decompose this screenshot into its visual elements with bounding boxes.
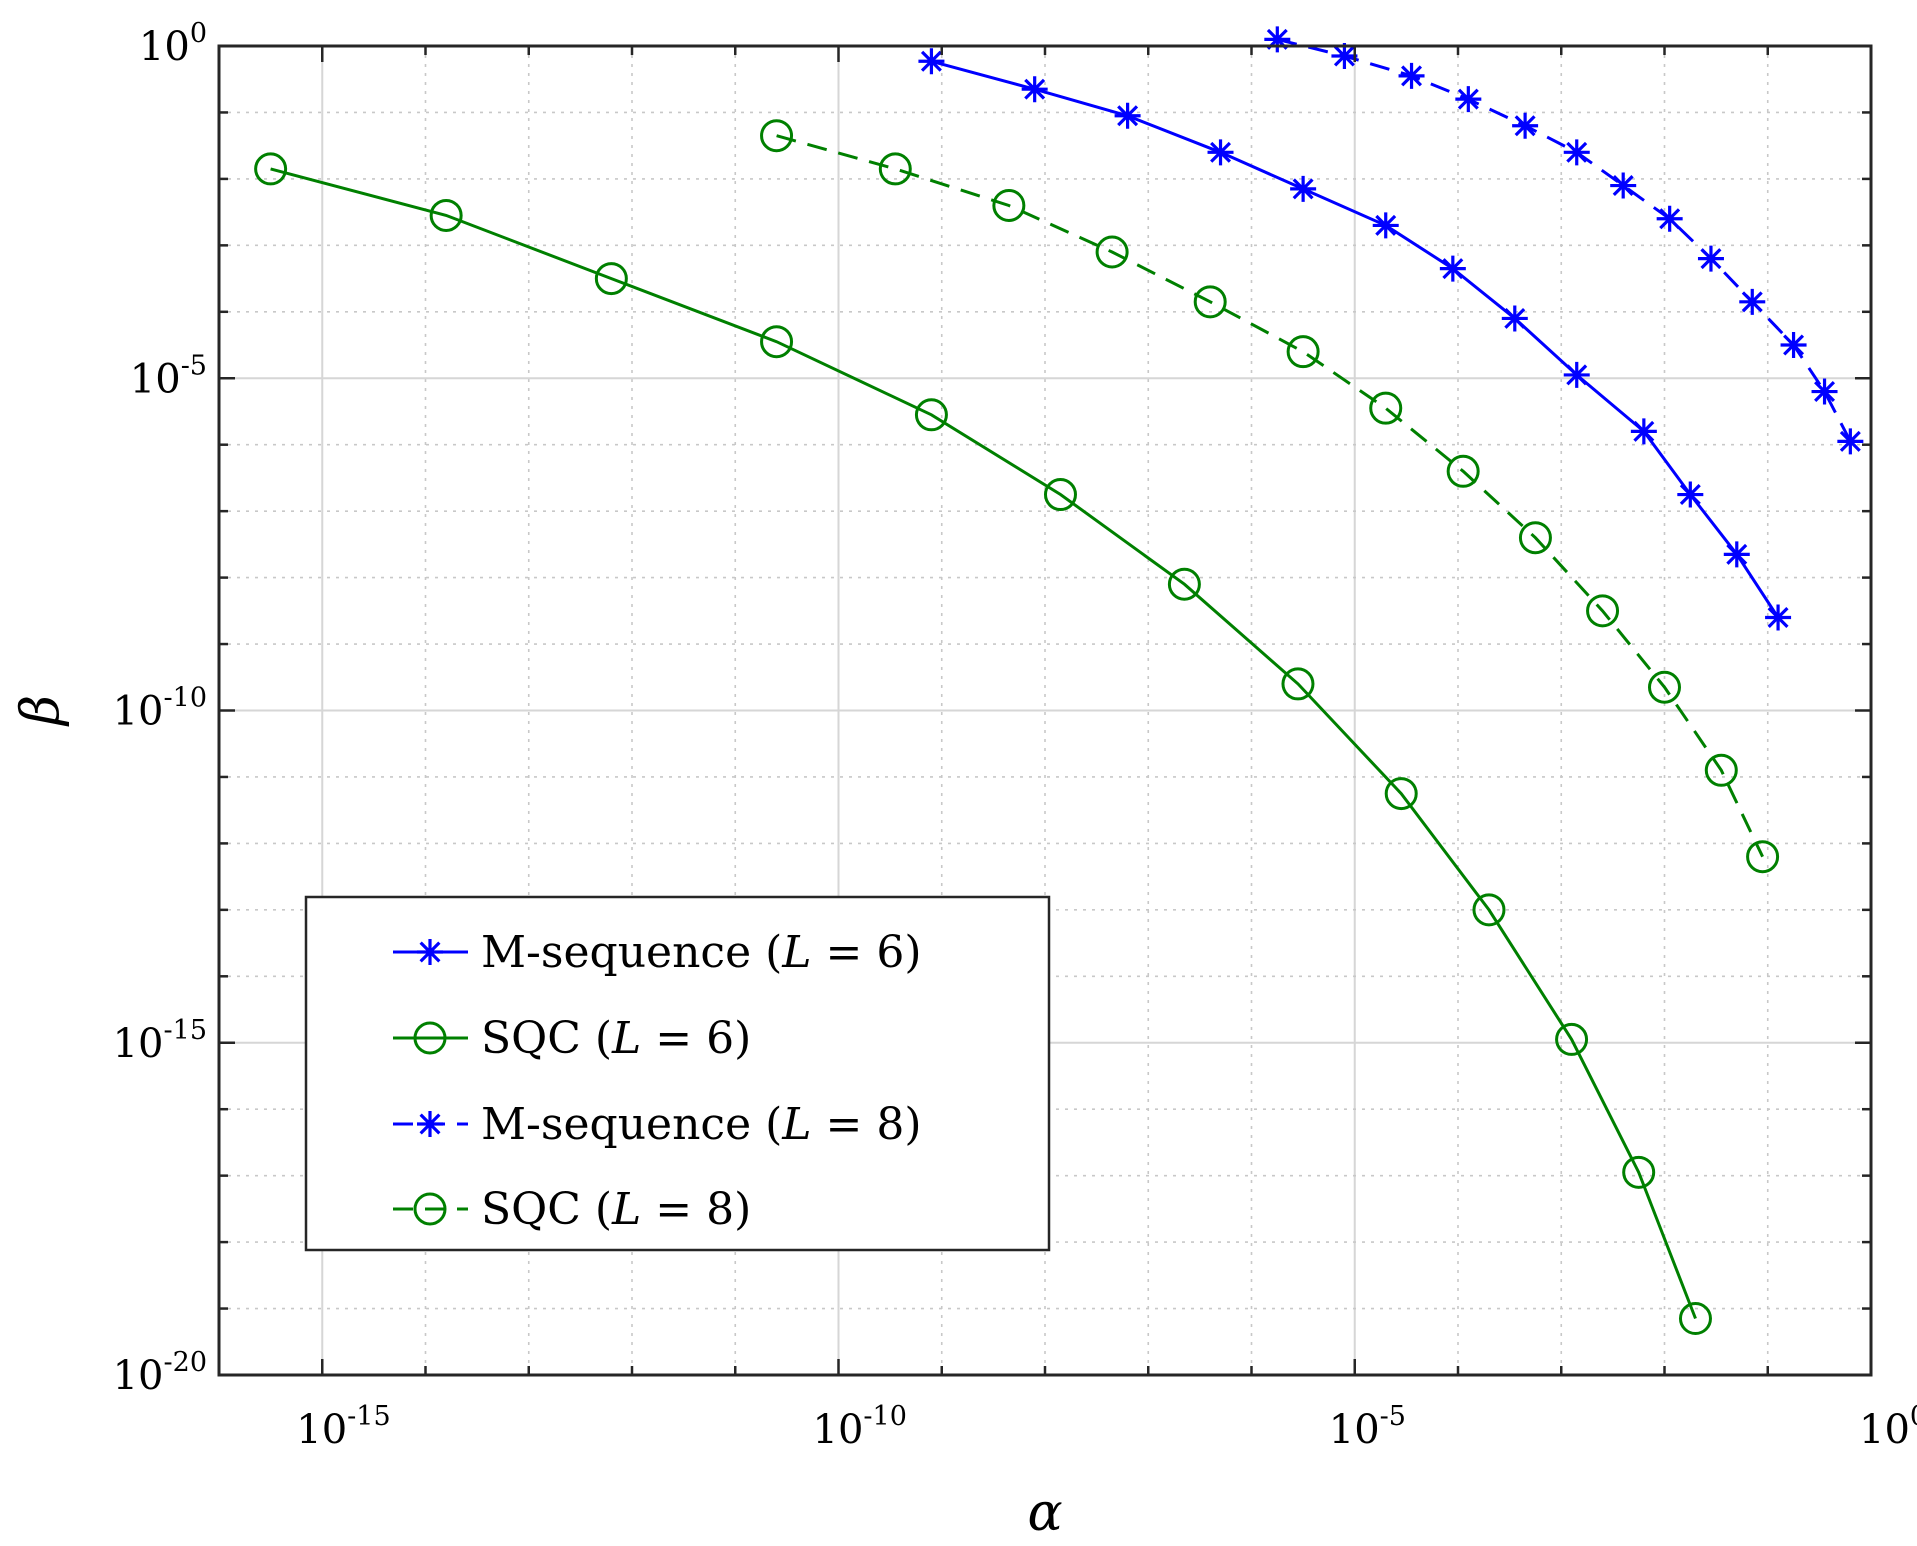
data-point	[1439, 255, 1466, 282]
data-point	[1723, 541, 1750, 568]
data-point	[1563, 139, 1590, 166]
data-point	[1021, 76, 1048, 103]
data-point	[1193, 285, 1227, 319]
data-point	[918, 48, 945, 75]
y-tick-label: 10-15	[113, 1015, 207, 1067]
data-point	[914, 398, 948, 432]
data-point	[760, 119, 794, 153]
tick-labels: 10-15 10-10 10-5 100 100 10-5 10-10 10-15 10-20	[113, 18, 1917, 1453]
legend-entry: M-sequence (L = 8)	[393, 1099, 921, 1150]
data-point	[594, 262, 628, 296]
data-point	[992, 188, 1026, 222]
series-3	[1264, 26, 1864, 455]
data-point	[1286, 335, 1320, 369]
data-point	[1630, 418, 1657, 445]
data-point	[1472, 893, 1506, 927]
y-tick-label: 10-10	[113, 683, 207, 735]
legend-entry: SQC (L = 8)	[393, 1184, 751, 1235]
data-point	[1095, 235, 1129, 269]
data-point	[1114, 102, 1141, 129]
legend-marker	[413, 1021, 447, 1055]
legend-entry: M-sequence (L = 6)	[393, 927, 921, 978]
series-2	[254, 152, 1712, 1336]
data-point	[1648, 670, 1681, 704]
data-point	[1455, 86, 1482, 113]
data-point	[429, 198, 463, 232]
legend-label: SQC (L = 8)	[481, 1184, 751, 1235]
data-point	[1610, 172, 1637, 199]
data-point	[1167, 567, 1201, 601]
legend-marker	[413, 1192, 447, 1226]
data-point	[878, 152, 912, 186]
legend-marker	[417, 939, 443, 965]
data-point	[1384, 777, 1418, 811]
data-point	[1622, 1155, 1656, 1189]
data-point	[1563, 361, 1590, 388]
series-line	[776, 134, 1764, 858]
data-point	[1837, 428, 1864, 455]
data-point	[1369, 391, 1403, 425]
data-point	[1678, 1302, 1712, 1336]
x-tick-label: 10-15	[296, 1401, 390, 1453]
data-point	[1746, 840, 1780, 874]
data-point	[1501, 305, 1528, 332]
data-point	[1264, 26, 1291, 53]
series-1	[918, 48, 1792, 631]
data-point	[1398, 62, 1425, 89]
data-point	[1518, 521, 1552, 555]
data-point	[1446, 454, 1480, 488]
data-point	[1281, 667, 1315, 701]
legend-label: M-sequence (L = 6)	[481, 927, 921, 978]
data-point	[254, 152, 288, 186]
ticks	[217, 44, 1873, 1377]
data-point	[1677, 481, 1704, 508]
y-tick-label: 10-5	[130, 350, 207, 402]
y-tick-label: 10-20	[113, 1347, 207, 1399]
x-tick-label: 100	[1859, 1401, 1917, 1453]
data-point	[1290, 175, 1317, 202]
legend-label: M-sequence (L = 8)	[481, 1099, 921, 1150]
series-4	[760, 119, 1780, 874]
data-point	[1765, 604, 1792, 631]
data-point	[1697, 245, 1724, 272]
data-point	[1207, 139, 1234, 166]
legend-entry: SQC (L = 6)	[393, 1013, 751, 1064]
legend: M-sequence (L = 6) SQC (L = 6) M-sequence …	[304, 895, 1051, 1252]
data-point	[1586, 594, 1620, 628]
legend-label: SQC (L = 6)	[481, 1013, 751, 1064]
data-point	[1043, 478, 1077, 512]
series-line	[270, 167, 1697, 1320]
data-point	[1811, 378, 1838, 405]
data-point	[1704, 753, 1738, 787]
data-point	[760, 325, 794, 359]
data-point	[1780, 332, 1807, 359]
x-tick-label: 10-5	[1329, 1401, 1406, 1453]
series-layer	[254, 26, 1864, 1336]
data-point	[1512, 112, 1539, 139]
data-point	[1372, 212, 1399, 239]
y-axis-label: β	[11, 695, 71, 727]
legend-marker	[417, 1111, 443, 1137]
x-axis-label: α	[1027, 1483, 1062, 1543]
x-tick-label: 10-10	[813, 1401, 907, 1453]
data-point	[1656, 205, 1683, 232]
data-point	[1555, 1022, 1589, 1056]
y-tick-label: 100	[139, 18, 207, 70]
data-point	[1739, 288, 1766, 315]
data-point	[1331, 42, 1358, 69]
